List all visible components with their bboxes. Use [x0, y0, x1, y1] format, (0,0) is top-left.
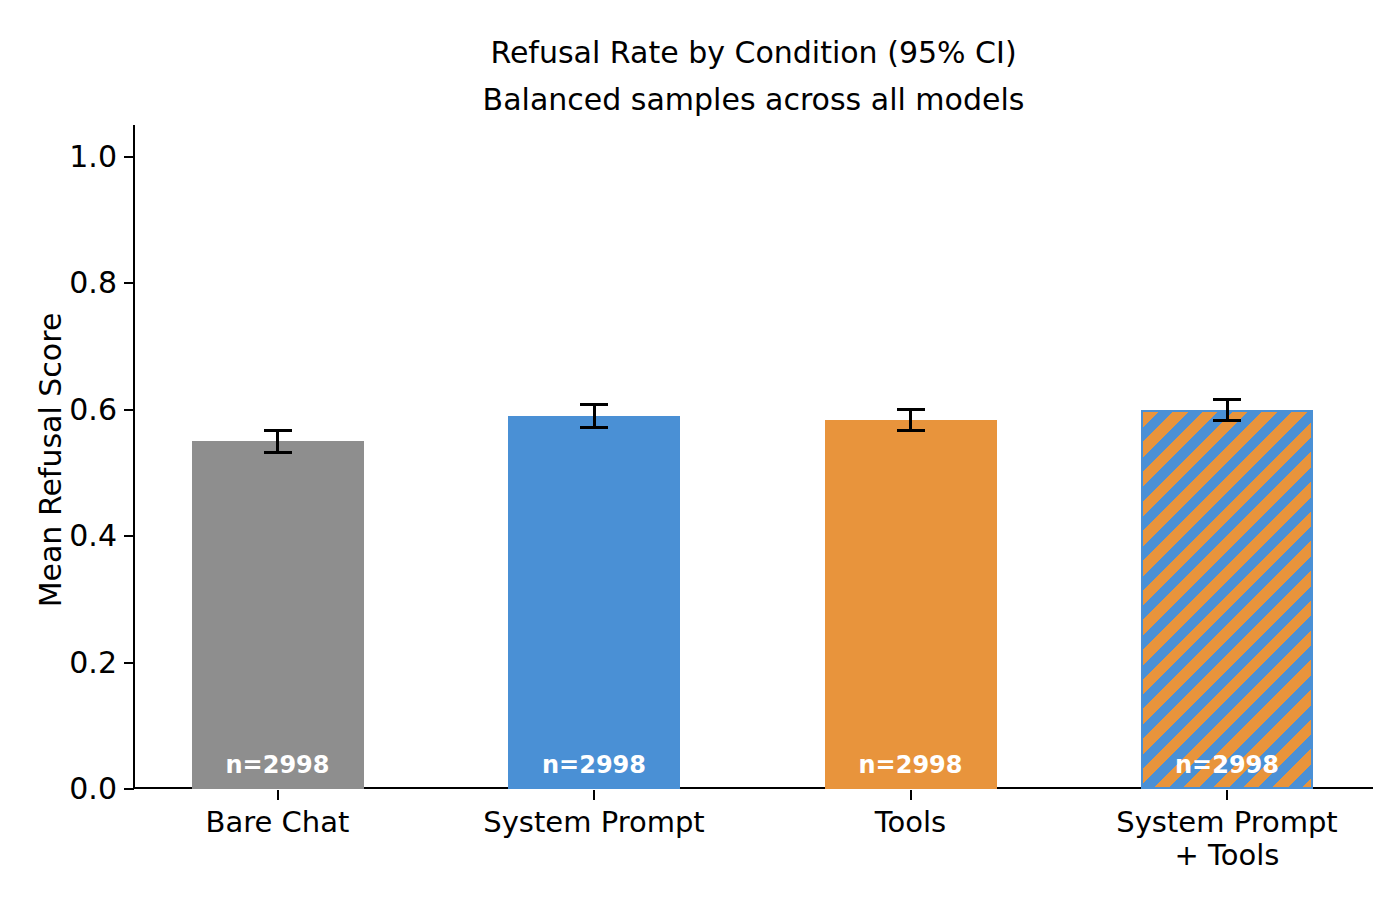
plot-area: 0.0 0.2 0.4 0.6 0.8 1.0 n=2998 Bare Chat n=2998 S…	[0, 0, 1400, 900]
error-bar	[276, 431, 279, 452]
bar-count-label: n=2998	[508, 750, 680, 780]
error-bar-cap	[1213, 398, 1241, 401]
bar	[192, 441, 364, 789]
error-bar	[593, 405, 596, 428]
error-bar-cap	[897, 408, 925, 411]
x-tick-label: Tools	[746, 806, 1076, 839]
y-tick-mark	[124, 282, 134, 284]
y-tick-label: 1.0	[27, 140, 117, 174]
x-tick-mark	[1226, 790, 1228, 800]
bar	[508, 416, 680, 789]
y-tick-label: 0.8	[27, 266, 117, 300]
error-bar-cap	[264, 429, 292, 432]
bar-count-label: n=2998	[1141, 750, 1313, 780]
x-tick-label: Bare Chat	[113, 806, 443, 839]
y-tick-mark	[124, 788, 134, 790]
x-tick-mark	[910, 790, 912, 800]
figure: Refusal Rate by Condition (95% CI) Balan…	[0, 0, 1400, 900]
error-bar-cap	[264, 451, 292, 454]
y-tick-label: 0.4	[27, 519, 117, 553]
error-bar-cap	[580, 426, 608, 429]
error-bar	[909, 410, 912, 430]
x-tick-mark	[593, 790, 595, 800]
y-tick-label: 0.0	[27, 772, 117, 806]
error-bar-cap	[897, 429, 925, 432]
y-tick-label: 0.6	[27, 393, 117, 427]
y-tick-mark	[124, 662, 134, 664]
x-tick-label: System Prompt + Tools	[1062, 806, 1392, 872]
y-tick-mark	[124, 409, 134, 411]
y-tick-mark	[124, 535, 134, 537]
bar-count-label: n=2998	[192, 750, 364, 780]
bar-count-label: n=2998	[825, 750, 997, 780]
x-tick-mark	[277, 790, 279, 800]
x-tick-label: System Prompt	[429, 806, 759, 839]
y-tick-label: 0.2	[27, 646, 117, 680]
bar	[825, 420, 997, 789]
error-bar-cap	[580, 403, 608, 406]
y-tick-mark	[124, 156, 134, 158]
error-bar	[1226, 399, 1229, 420]
bar	[1141, 410, 1313, 789]
error-bar-cap	[1213, 419, 1241, 422]
